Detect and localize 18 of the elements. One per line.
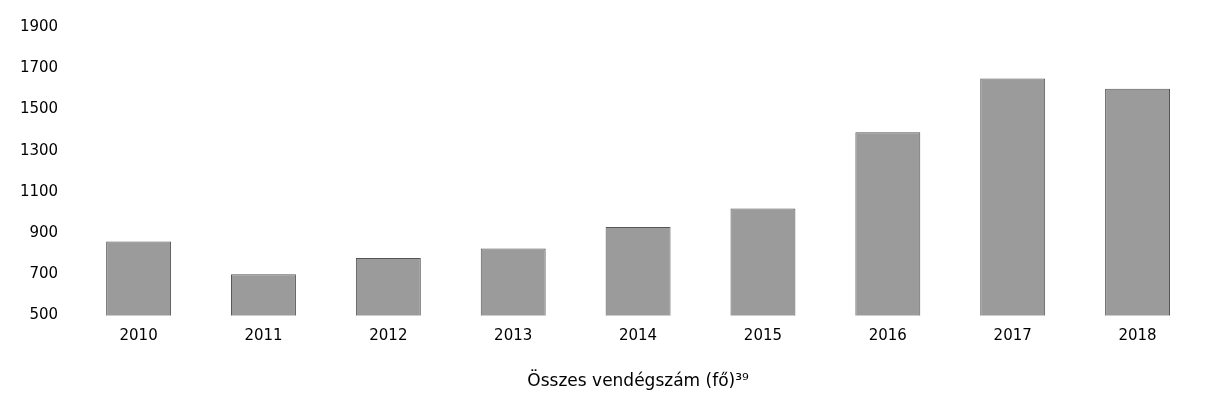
x-tick-label: 2016: [868, 326, 907, 345]
x-axis-title: Összes vendégszám (fő)³⁹: [527, 369, 750, 391]
y-tick-label: 1700: [19, 58, 59, 77]
y-tick-label: 1500: [19, 99, 59, 118]
x-tick-label: 2017: [993, 326, 1032, 345]
x-tick-label: 2013: [494, 326, 533, 345]
x-tick-label: 2010: [119, 326, 158, 345]
y-tick-label: 700: [29, 264, 59, 283]
x-tick-label: 2011: [244, 326, 283, 345]
x-tick-label: 2014: [618, 326, 658, 345]
x-tick-label: 2015: [743, 326, 783, 345]
x-tick-label: 2018: [1118, 326, 1157, 345]
y-tick-label: 900: [29, 223, 59, 242]
y-tick-label: 1300: [19, 140, 59, 159]
y-tick-label: 500: [29, 305, 59, 324]
y-tick-label: 1100: [19, 181, 59, 200]
x-tick-label: 2012: [369, 326, 408, 345]
y-tick-label: 1900: [19, 16, 59, 35]
